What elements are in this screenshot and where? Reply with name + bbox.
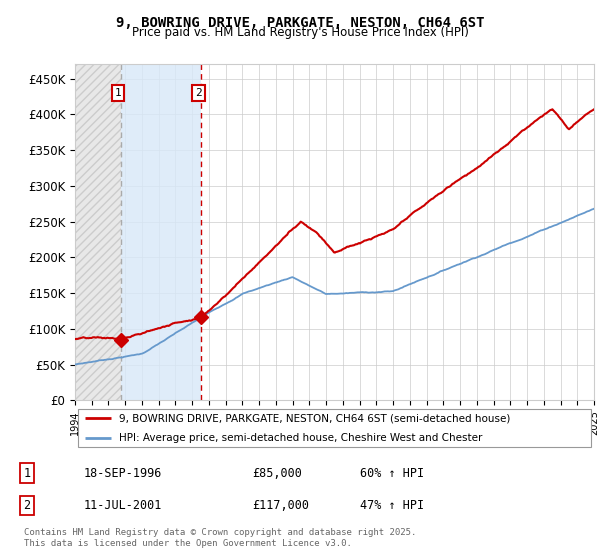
Text: 9, BOWRING DRIVE, PARKGATE, NESTON, CH64 6ST: 9, BOWRING DRIVE, PARKGATE, NESTON, CH64… — [116, 16, 484, 30]
Bar — [75, 64, 121, 400]
Text: 60% ↑ HPI: 60% ↑ HPI — [360, 466, 424, 480]
Text: 18-SEP-1996: 18-SEP-1996 — [84, 466, 163, 480]
Text: Price paid vs. HM Land Registry's House Price Index (HPI): Price paid vs. HM Land Registry's House … — [131, 26, 469, 39]
Text: Contains HM Land Registry data © Crown copyright and database right 2025.
This d: Contains HM Land Registry data © Crown c… — [24, 528, 416, 548]
Text: 1: 1 — [23, 466, 31, 480]
Text: 47% ↑ HPI: 47% ↑ HPI — [360, 499, 424, 512]
Text: 9, BOWRING DRIVE, PARKGATE, NESTON, CH64 6ST (semi-detached house): 9, BOWRING DRIVE, PARKGATE, NESTON, CH64… — [119, 413, 511, 423]
Text: 1: 1 — [115, 88, 121, 98]
Text: £85,000: £85,000 — [252, 466, 302, 480]
Text: 11-JUL-2001: 11-JUL-2001 — [84, 499, 163, 512]
Bar — [121, 64, 201, 400]
Text: 2: 2 — [23, 499, 31, 512]
FancyBboxPatch shape — [77, 409, 592, 447]
Text: HPI: Average price, semi-detached house, Cheshire West and Chester: HPI: Average price, semi-detached house,… — [119, 433, 482, 443]
Text: 2: 2 — [195, 88, 202, 98]
Text: £117,000: £117,000 — [252, 499, 309, 512]
